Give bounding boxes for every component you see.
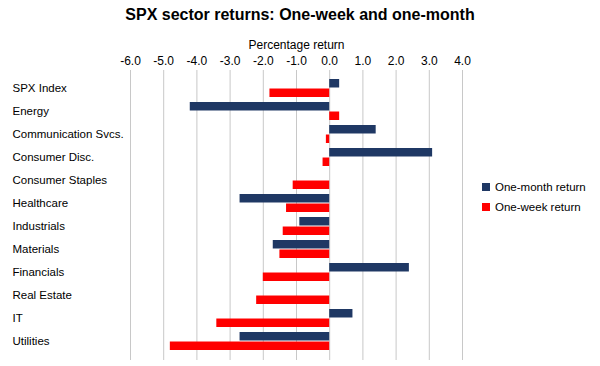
svg-text:1.0: 1.0 xyxy=(355,54,372,68)
svg-text:2.0: 2.0 xyxy=(388,54,405,68)
svg-text:Consumer Staples: Consumer Staples xyxy=(13,174,108,186)
svg-text:SPX Index: SPX Index xyxy=(13,82,68,94)
svg-text:Communication Svcs.: Communication Svcs. xyxy=(13,128,124,140)
svg-text:3.0: 3.0 xyxy=(421,54,438,68)
svg-text:Materials: Materials xyxy=(13,243,60,255)
svg-text:-4.0: -4.0 xyxy=(187,54,208,68)
svg-text:0.0: 0.0 xyxy=(321,54,338,68)
svg-text:-1.0: -1.0 xyxy=(286,54,307,68)
svg-text:Energy: Energy xyxy=(13,105,50,117)
svg-text:-5.0: -5.0 xyxy=(153,54,174,68)
svg-text:Consumer Disc.: Consumer Disc. xyxy=(13,151,95,163)
svg-text:Utilities: Utilities xyxy=(13,335,50,347)
svg-text:IT: IT xyxy=(13,312,23,324)
svg-text:Industrials: Industrials xyxy=(13,220,66,232)
svg-text:-2.0: -2.0 xyxy=(253,54,274,68)
svg-text:-6.0: -6.0 xyxy=(120,54,141,68)
html-text:One-week return: One-week return xyxy=(495,201,581,213)
svg-text:Real Estate: Real Estate xyxy=(13,289,72,301)
svg-text:-3.0: -3.0 xyxy=(220,54,241,68)
html-text:SPX sector returns: One-week a: SPX sector returns: One-week and one-mon… xyxy=(125,6,475,23)
html-text:One-month return: One-month return xyxy=(495,181,586,193)
svg-text:Financials: Financials xyxy=(13,266,65,278)
svg-text:Healthcare: Healthcare xyxy=(13,197,69,209)
svg-text:Percentage return: Percentage return xyxy=(248,38,344,52)
svg-text:4.0: 4.0 xyxy=(454,54,471,68)
